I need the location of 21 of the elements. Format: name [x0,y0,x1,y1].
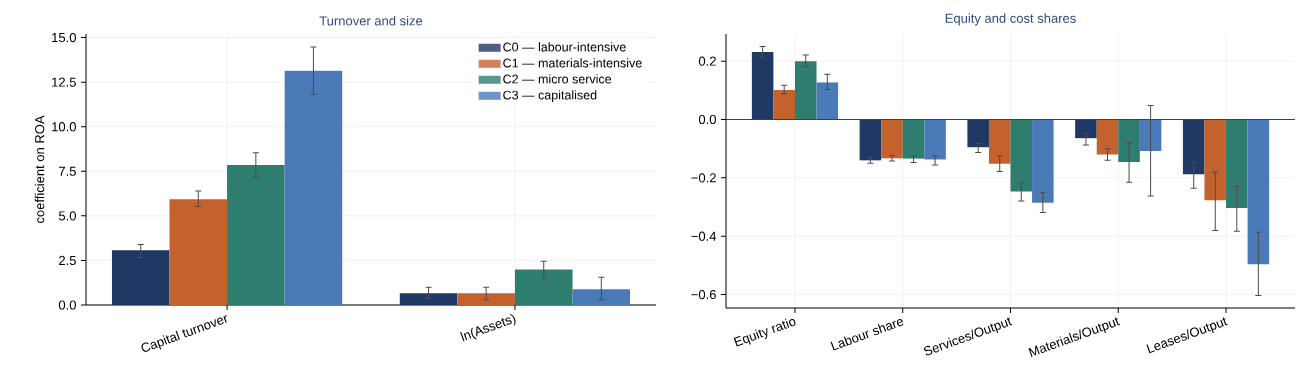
chart-title: Turnover and size [319,15,423,26]
y-tick-label: 0.0 [58,300,76,310]
y-tick-label: −0.6 [691,289,716,300]
y-tick-label: −0.4 [691,231,717,241]
y-tick-label: 10.0 [52,122,76,132]
y-tick-label: 15.0 [52,32,76,43]
x-tick-label: Equity ratio [733,318,796,347]
y-axis-title: coefficient on ROA [34,115,45,224]
y-tick-label: −0.2 [691,173,716,183]
legend-label: C1 — materials-intensive [503,58,642,68]
y-tick-label: 0.0 [698,114,716,125]
y-tick-label: 2.5 [59,255,76,266]
legend-label: C2 — micro service [503,74,612,84]
chart-title: Equity and cost shares [945,13,1076,26]
y-tick-label: 0.2 [698,56,716,66]
legend-label: C0 — labour-intensive [503,42,626,52]
legend-label: C3 — capitalised [503,90,597,102]
y-tick-label: 5.0 [58,211,76,221]
x-tick-label: Labour share [830,319,904,351]
y-tick-label: 12.5 [52,77,76,87]
y-tick-label: 7.5 [59,166,76,176]
